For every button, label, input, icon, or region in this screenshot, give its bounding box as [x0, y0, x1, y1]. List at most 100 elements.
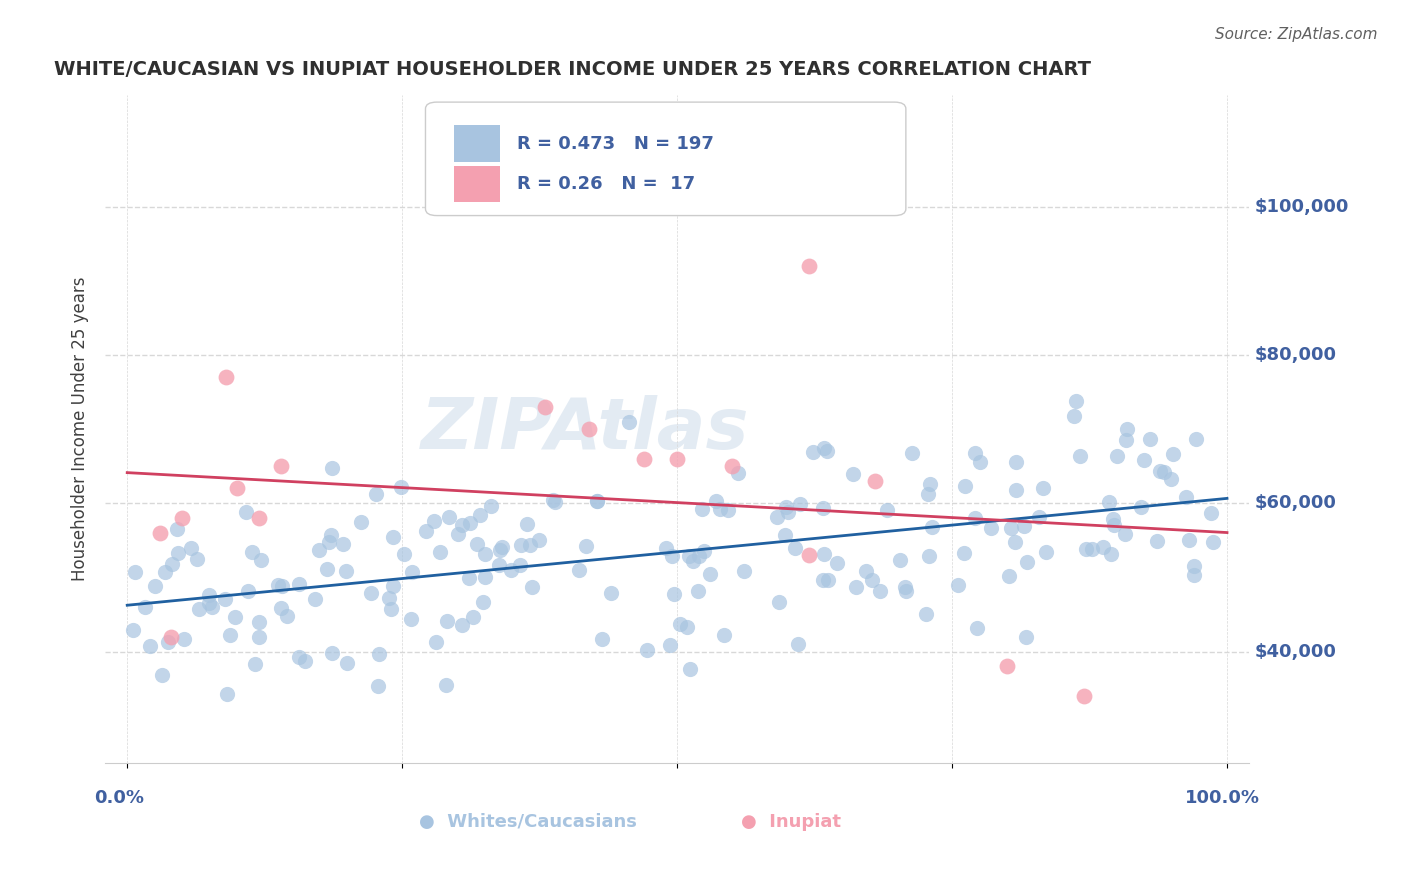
Point — [226, 482, 249, 496]
Point — [636, 643, 658, 657]
Point — [425, 635, 447, 649]
Point — [250, 552, 273, 566]
Point — [238, 584, 260, 599]
Point — [247, 631, 270, 645]
Point — [980, 521, 1002, 535]
Point — [775, 500, 797, 514]
Point — [447, 526, 470, 541]
Point — [666, 451, 689, 466]
Point — [1004, 534, 1026, 549]
Point — [167, 546, 190, 560]
Point — [240, 545, 263, 559]
Point — [600, 586, 623, 600]
Point — [801, 445, 824, 459]
Point — [1091, 540, 1114, 554]
Point — [817, 573, 839, 587]
Point — [786, 636, 808, 650]
Point — [401, 565, 423, 579]
Point — [1005, 483, 1028, 498]
Point — [377, 591, 399, 606]
Point — [350, 515, 373, 529]
Text: ZIPAtlas: ZIPAtlas — [422, 394, 749, 464]
Point — [1161, 447, 1184, 461]
Point — [437, 510, 460, 524]
Point — [287, 650, 309, 665]
Point — [815, 444, 838, 458]
Point — [1099, 547, 1122, 561]
Point — [586, 493, 609, 508]
Point — [946, 578, 969, 592]
Point — [567, 563, 589, 577]
Point — [367, 679, 389, 693]
Point — [143, 579, 166, 593]
Point — [690, 502, 713, 516]
Point — [201, 599, 224, 614]
Point — [1139, 432, 1161, 446]
Point — [675, 620, 697, 634]
Point — [914, 607, 936, 622]
Point — [713, 628, 735, 642]
Point — [1074, 542, 1097, 557]
Point — [160, 630, 183, 644]
Point — [717, 503, 740, 517]
Point — [187, 601, 209, 615]
Point — [768, 595, 790, 609]
Point — [1146, 534, 1168, 549]
Point — [688, 549, 710, 563]
Point — [1178, 533, 1201, 547]
Point — [422, 514, 444, 528]
Point — [319, 528, 342, 542]
Point — [465, 537, 488, 551]
Point — [693, 543, 716, 558]
Point — [686, 584, 709, 599]
Point — [1066, 393, 1088, 408]
Point — [124, 565, 146, 579]
Point — [153, 566, 176, 580]
Point — [813, 548, 835, 562]
Text: WHITE/CAUCASIAN VS INUPIAT HOUSEHOLDER INCOME UNDER 25 YEARS CORRELATION CHART: WHITE/CAUCASIAN VS INUPIAT HOUSEHOLDER I… — [53, 60, 1091, 78]
Point — [479, 499, 502, 513]
Point — [150, 668, 173, 682]
Point — [198, 596, 221, 610]
Point — [544, 494, 567, 508]
Point — [654, 541, 676, 555]
Text: $100,000: $100,000 — [1254, 198, 1350, 216]
Point — [1035, 545, 1057, 559]
Point — [510, 538, 533, 552]
Point — [900, 446, 922, 460]
Point — [575, 539, 598, 553]
Point — [1032, 482, 1054, 496]
Point — [995, 659, 1018, 673]
Point — [773, 528, 796, 542]
Point — [706, 494, 728, 508]
Point — [214, 591, 236, 606]
Point — [845, 580, 868, 594]
Text: ●  Whites/Caucasians: ● Whites/Caucasians — [419, 813, 637, 831]
Point — [224, 610, 246, 624]
Text: $40,000: $40,000 — [1254, 642, 1337, 661]
Point — [218, 628, 240, 642]
Text: $60,000: $60,000 — [1254, 494, 1337, 512]
Point — [321, 646, 343, 660]
Point — [270, 600, 292, 615]
Text: ●  Inupiat: ● Inupiat — [741, 813, 841, 831]
Point — [893, 581, 915, 595]
Point — [247, 511, 270, 525]
Point — [734, 564, 756, 578]
Point — [1116, 422, 1139, 436]
Point — [813, 441, 835, 455]
Point — [842, 467, 865, 482]
Point — [294, 654, 316, 668]
Point — [501, 563, 523, 577]
Point — [474, 570, 496, 584]
Text: R = 0.473   N = 197: R = 0.473 N = 197 — [517, 136, 714, 153]
Point — [335, 564, 357, 578]
Point — [1199, 507, 1222, 521]
Point — [727, 467, 749, 481]
Bar — [454, 166, 499, 202]
Point — [1012, 519, 1035, 533]
Point — [998, 569, 1021, 583]
Y-axis label: Householder Income Under 25 years: Householder Income Under 25 years — [72, 277, 89, 582]
Point — [186, 552, 208, 566]
Point — [215, 687, 238, 701]
